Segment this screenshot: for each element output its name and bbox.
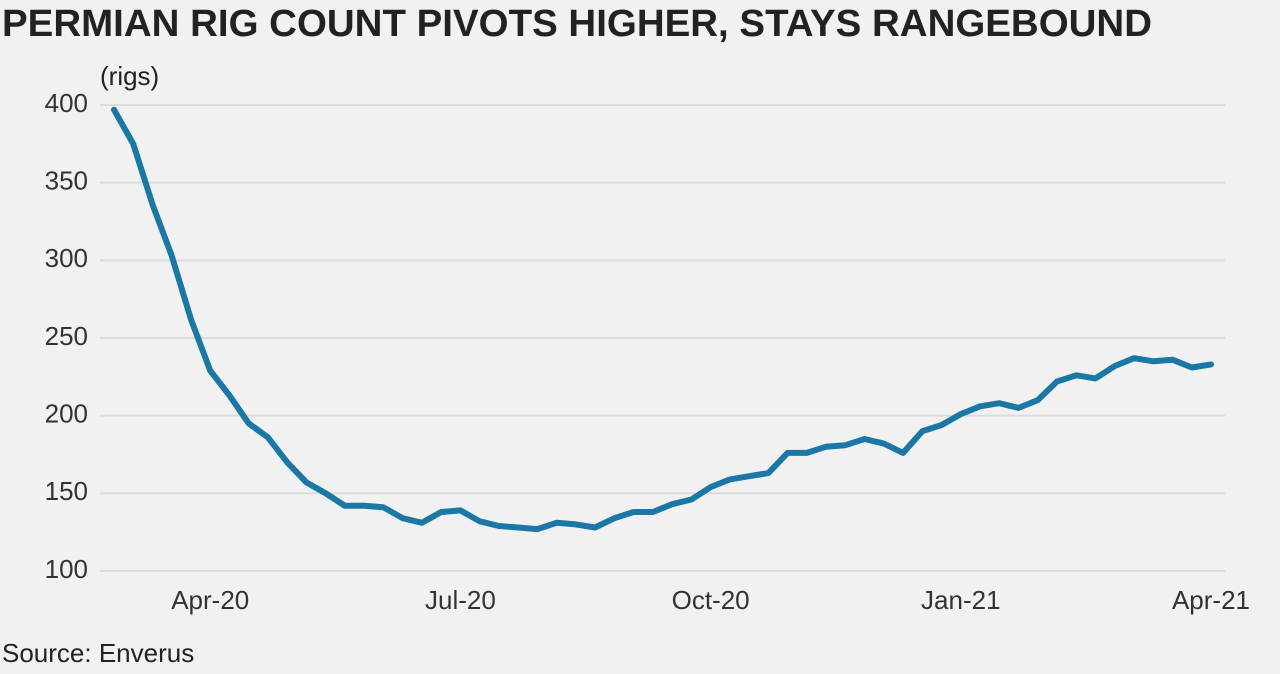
y-axis-label: (rigs): [100, 61, 159, 91]
y-tick-label: 300: [45, 243, 88, 273]
x-tick-label: Jul-20: [425, 585, 496, 615]
x-tick-label: Oct-20: [672, 585, 750, 615]
y-tick-label: 250: [45, 321, 88, 351]
y-tick-label: 200: [45, 399, 88, 429]
y-tick-label: 400: [45, 88, 88, 118]
chart-title: PERMIAN RIG COUNT PIVOTS HIGHER, STAYS R…: [2, 3, 1152, 45]
y-tick-label: 100: [45, 554, 88, 584]
data-line: [111, 106, 1214, 533]
source: Source: Enverus: [2, 638, 194, 668]
x-tick-label: Apr-21: [1172, 585, 1250, 615]
x-tick-label: Apr-20: [171, 585, 249, 615]
x-tick-label: Jan-21: [921, 585, 1001, 615]
y-tick-label: 150: [45, 476, 88, 506]
y-tick-label: 350: [45, 166, 88, 196]
